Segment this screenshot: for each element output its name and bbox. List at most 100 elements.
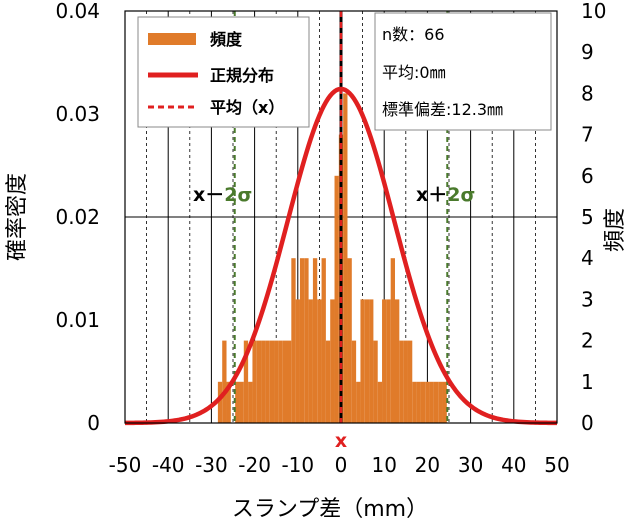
histogram-bar xyxy=(243,340,249,423)
histogram-bar xyxy=(291,258,296,423)
y-right-tick-label: 5 xyxy=(581,205,594,229)
legend-label-normal: 正規分布 xyxy=(210,66,274,85)
minus-2sigma-label: x－2σ xyxy=(193,184,252,206)
legend-label-mean: 平均（x） xyxy=(210,98,284,117)
histogram-bar xyxy=(248,381,253,423)
histogram-bar xyxy=(278,340,283,423)
x-axis-title: スランプ差（mm） xyxy=(232,497,428,522)
histogram-bar xyxy=(295,299,300,423)
y-left-tick-label: 0.04 xyxy=(55,0,100,23)
histogram-bar xyxy=(217,381,223,423)
y-left-axis-title: 確率密度 xyxy=(5,173,30,261)
histogram-bar xyxy=(382,299,387,423)
histogram-bar xyxy=(312,258,318,423)
y-right-tick-label: 0 xyxy=(581,411,594,435)
histogram-bar xyxy=(261,340,266,423)
histogram-bar xyxy=(343,93,348,424)
stats-box-frame xyxy=(374,12,552,131)
plus-2sigma-prefix: x＋ xyxy=(416,184,447,206)
histogram-bar xyxy=(420,381,426,423)
y-right-tick-label: 10 xyxy=(581,0,606,23)
x-tick-label: 0 xyxy=(335,453,348,477)
histogram-bar xyxy=(364,299,370,423)
histogram-bar xyxy=(239,381,244,423)
histogram-bar xyxy=(252,340,257,423)
histogram-bar xyxy=(390,258,395,423)
x-tick-label: -40 xyxy=(152,453,185,477)
legend: 頻度 正規分布 平均（x） xyxy=(137,16,310,128)
histogram-bar xyxy=(308,299,313,423)
minus-2sigma-suffix: 2σ xyxy=(224,184,252,206)
histogram-bar xyxy=(330,299,335,423)
histogram-bar xyxy=(347,258,352,423)
plus-2sigma-label: x＋2σ xyxy=(416,184,475,206)
legend-label-frequency: 頻度 xyxy=(210,30,243,49)
histogram-bar xyxy=(317,299,322,423)
histogram-bars xyxy=(217,93,447,424)
histogram-bar xyxy=(416,381,421,423)
histogram-bar xyxy=(373,340,378,423)
histogram-bar xyxy=(235,381,240,423)
histogram-bar xyxy=(407,340,413,423)
plus-2sigma-suffix: 2σ xyxy=(447,184,475,206)
histogram-bar xyxy=(269,340,275,423)
plot-frame xyxy=(124,10,558,424)
histogram-bar xyxy=(222,340,227,423)
y-left-tick-label: 0 xyxy=(87,411,100,435)
histogram-bar xyxy=(403,340,408,423)
histogram-bar xyxy=(321,258,326,423)
y-left-tick-label: 0.02 xyxy=(55,205,100,229)
histogram-bar xyxy=(412,381,417,423)
tick-labels: -50 -40 -30 -20 -10 0 10 20 30 40 5000.010.020.030… xyxy=(55,0,606,477)
normal-curve xyxy=(124,86,558,426)
histogram-bar xyxy=(256,340,262,423)
histogram-bar xyxy=(282,340,287,423)
legend-swatch-frequency xyxy=(148,33,196,45)
x-tick-label: -10 xyxy=(281,453,314,477)
x-tick-label: 40 xyxy=(501,453,526,477)
histogram-bar xyxy=(438,381,443,423)
y-right-tick-label: 8 xyxy=(581,81,594,105)
histogram-bar xyxy=(395,299,400,423)
histogram-bar xyxy=(265,340,270,423)
normal-curve-layer xyxy=(124,86,558,426)
histogram-bar xyxy=(304,258,309,423)
mean-marker-label: x xyxy=(335,430,347,452)
histogram-bar xyxy=(226,381,231,423)
stats-sd: 標準偏差:12.3㎜ xyxy=(382,100,503,119)
x-tick-label: 30 xyxy=(458,453,483,477)
x-tick-label: -20 xyxy=(238,453,271,477)
x-tick-label: 50 xyxy=(544,453,569,477)
y-right-tick-label: 7 xyxy=(581,123,594,147)
y-right-axis-title: 頻度 xyxy=(603,208,628,252)
histogram-bar xyxy=(274,340,279,423)
x-tick-label: 10 xyxy=(371,453,396,477)
x-tick-label: -50 xyxy=(109,453,142,477)
histogram-bar xyxy=(325,340,331,423)
histogram-bar xyxy=(287,340,292,423)
y-right-tick-label: 4 xyxy=(581,246,594,270)
y-right-tick-label: 6 xyxy=(581,164,594,188)
histogram-bar xyxy=(299,258,305,423)
y-right-tick-label: 2 xyxy=(581,329,594,353)
y-left-tick-label: 0.01 xyxy=(55,308,100,332)
y-right-tick-label: 3 xyxy=(581,287,594,311)
histogram-bar xyxy=(442,381,447,423)
histogram-bar xyxy=(360,299,365,423)
histogram-bar xyxy=(369,299,374,423)
stats-box: n数：66 平均:0㎜ 標準偏差:12.3㎜ xyxy=(374,12,552,131)
sigma-annotations: x－2σ x＋2σ x xyxy=(193,184,475,452)
histogram-bar xyxy=(399,340,404,423)
histogram-bar xyxy=(425,381,430,423)
plot-area-border xyxy=(124,10,558,424)
histogram-bar xyxy=(351,340,357,423)
histogram-bar xyxy=(356,381,361,423)
stats-n: n数：66 xyxy=(382,25,445,44)
histogram-bar xyxy=(334,175,339,423)
y-right-tick-label: 1 xyxy=(581,370,594,394)
minus-2sigma-prefix: x－ xyxy=(193,184,224,206)
x-tick-label: 20 xyxy=(415,453,440,477)
reference-lines xyxy=(233,11,449,423)
histogram-bar xyxy=(429,381,434,423)
